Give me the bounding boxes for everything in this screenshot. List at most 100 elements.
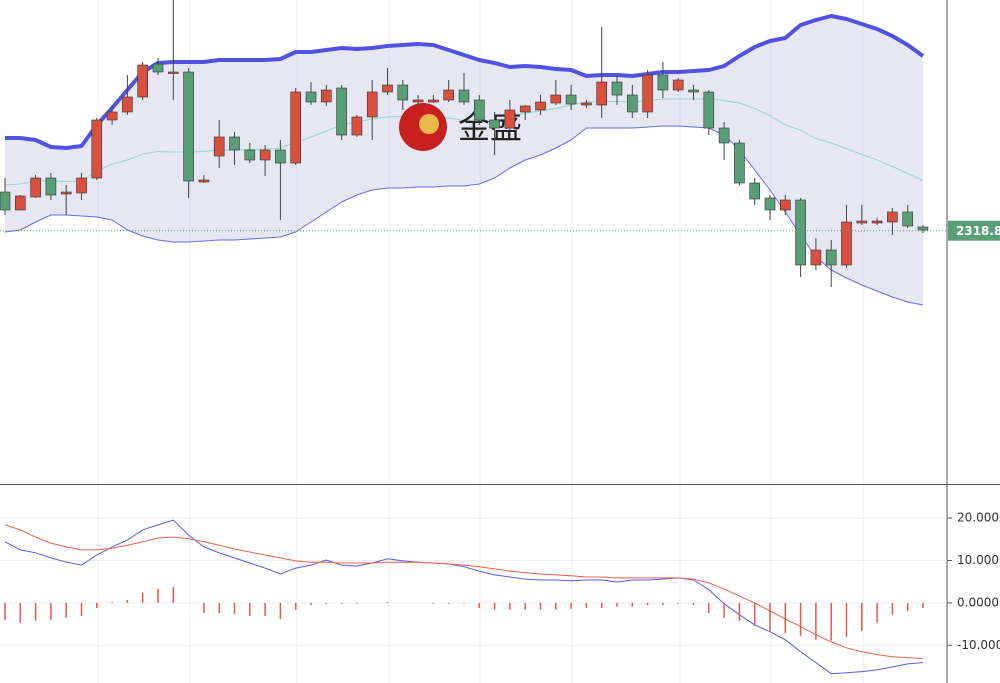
candle-body [749, 182, 761, 200]
band-line [4, 125, 924, 306]
histogram-bar [723, 602, 725, 618]
band-fill [5, 16, 923, 305]
histogram-bar [876, 602, 878, 623]
band-line [4, 98, 924, 186]
last-price-label: 2318.86 [956, 224, 1000, 238]
histogram-bar [708, 602, 710, 614]
histogram-bar [631, 602, 634, 607]
candle-body [887, 211, 898, 223]
candle-body [550, 94, 562, 104]
candle-body [122, 96, 133, 113]
histogram-bar [861, 602, 863, 631]
candle-body [672, 79, 684, 91]
macd-line [4, 524, 924, 660]
candle-body [213, 136, 225, 157]
histogram-bar [463, 602, 465, 604]
histogram-bar [891, 602, 894, 615]
histogram-bar [111, 602, 113, 603]
candle-body [565, 94, 577, 105]
last-price-badge [948, 220, 1000, 241]
histogram-bar [524, 602, 526, 610]
histogram-bar [447, 602, 450, 604]
histogram-bar [157, 588, 159, 603]
candle-body [795, 199, 806, 266]
candle-body [703, 91, 715, 129]
histogram-bar [141, 592, 144, 603]
candle-body [642, 74, 653, 113]
candle-body [611, 81, 623, 96]
candle-body [336, 87, 347, 136]
y-tick-label: 10.0000 [957, 553, 1000, 567]
histogram-bar [249, 602, 251, 617]
histogram-bar [310, 602, 312, 605]
candle-body [428, 99, 439, 103]
histogram-bar [677, 602, 679, 604]
candle-body [198, 179, 210, 183]
candle-body [76, 177, 87, 194]
histogram-bar [126, 599, 129, 603]
histogram-bar [509, 602, 511, 610]
candle-body [718, 127, 730, 144]
histogram-bar [218, 602, 220, 614]
histogram-bar [96, 602, 98, 608]
histogram-bar [799, 602, 802, 636]
candle-body [504, 109, 516, 129]
histogram-bar [646, 602, 649, 605]
candle-body [91, 119, 103, 179]
candle-body [871, 220, 883, 224]
histogram-bar [692, 602, 695, 605]
y-tick-label: 0.0000 [957, 595, 999, 609]
histogram-bar [386, 602, 389, 603]
candle-body [917, 226, 929, 231]
candle-body [152, 63, 164, 73]
histogram-bar [493, 602, 496, 610]
histogram-bar [325, 602, 328, 604]
histogram-bar [432, 602, 435, 604]
candle-body [825, 249, 837, 266]
histogram-bar [203, 602, 205, 614]
histogram-bar [172, 586, 175, 603]
candle-body [535, 101, 546, 111]
candle-body [688, 89, 699, 93]
candle-body [106, 111, 118, 121]
candle-body [397, 84, 409, 101]
y-tick-label: 20.0000 [957, 511, 1000, 525]
histogram-bar [80, 602, 83, 617]
histogram-bar [769, 602, 771, 631]
histogram-bar [233, 602, 236, 614]
candle-body [519, 105, 531, 113]
histogram-bar [906, 602, 909, 611]
histogram-bar [738, 602, 741, 621]
candle-body [764, 197, 776, 211]
candle-body [581, 102, 592, 106]
candle-body [626, 94, 638, 113]
histogram-bar [4, 602, 6, 620]
candle-body [275, 149, 286, 164]
histogram-bar [50, 602, 52, 620]
histogram-bar [294, 602, 297, 610]
histogram-bar [830, 602, 832, 641]
candle-body [856, 220, 868, 224]
price-pane [4, 14, 925, 306]
histogram-bar [356, 602, 358, 604]
histogram-bar [662, 602, 664, 605]
histogram-bar [340, 602, 343, 604]
histogram-bar [600, 602, 603, 608]
y-tick-label: -10.0000 [957, 638, 1000, 652]
candle-body [290, 91, 302, 164]
candle-body [305, 91, 317, 103]
candle-body [810, 249, 822, 266]
histogram-bar [570, 602, 572, 609]
candle-body [244, 149, 256, 161]
candle-body [351, 116, 363, 136]
candle-body [902, 211, 914, 227]
macd-line [4, 519, 924, 675]
histogram-bar [478, 602, 481, 608]
histogram-bar [922, 602, 924, 608]
candle-body [458, 89, 470, 103]
candle-body [45, 177, 57, 196]
candle-body [734, 142, 745, 184]
candle-body [366, 91, 378, 118]
